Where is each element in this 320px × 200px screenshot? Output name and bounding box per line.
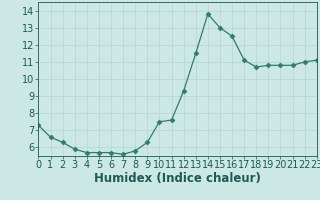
X-axis label: Humidex (Indice chaleur): Humidex (Indice chaleur) xyxy=(94,172,261,185)
